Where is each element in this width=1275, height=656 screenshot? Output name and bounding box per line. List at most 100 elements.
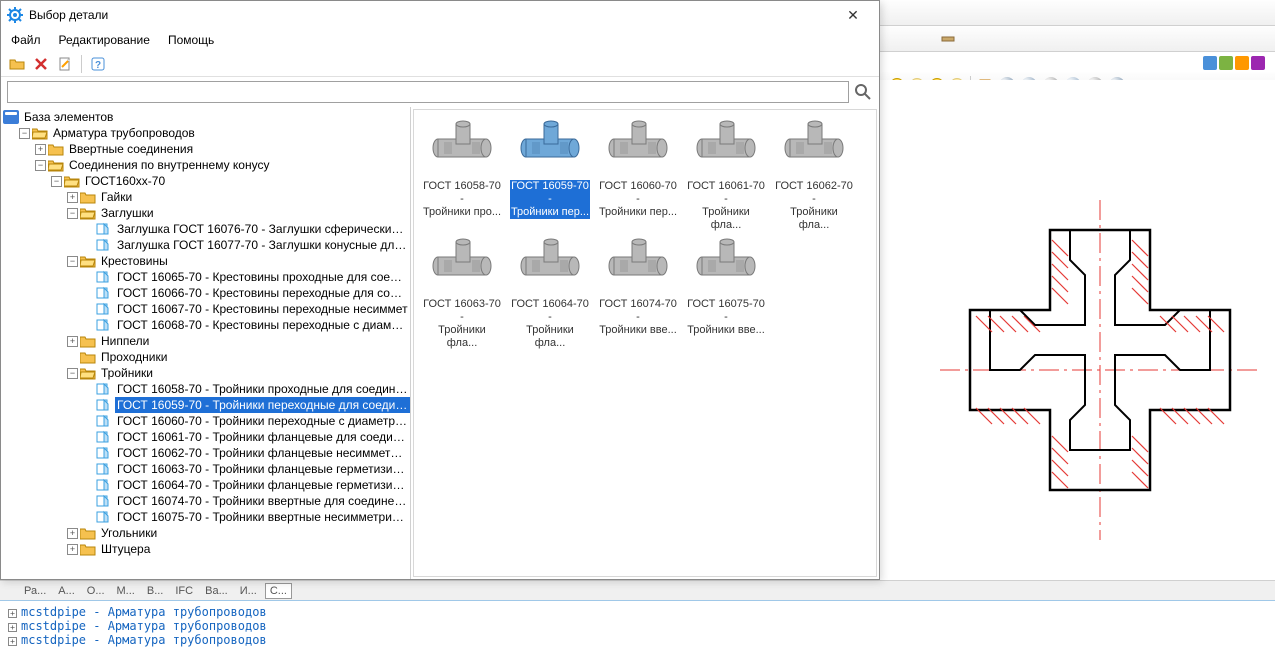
- tree-item[interactable]: − ГОСТ160xx-70: [3, 173, 410, 189]
- expand-icon[interactable]: +: [35, 144, 46, 155]
- palette-icon[interactable]: [1219, 56, 1233, 70]
- thumbnail-item[interactable]: ГОСТ 16063-70 -Тройники фла...: [422, 236, 502, 350]
- drawing-canvas[interactable]: [880, 80, 1275, 586]
- bottom-tab[interactable]: С...: [265, 583, 292, 599]
- collapse-icon[interactable]: −: [67, 256, 78, 267]
- note-icon[interactable]: [57, 56, 73, 72]
- tree-leaf[interactable]: ГОСТ 16068-70 - Крестовины переходные с …: [3, 317, 410, 333]
- thumbnail-item[interactable]: ГОСТ 16060-70 -Тройники пер...: [598, 118, 678, 232]
- palette-icon[interactable]: [1235, 56, 1249, 70]
- expand-icon[interactable]: +: [8, 637, 17, 646]
- expand-icon[interactable]: +: [67, 192, 78, 203]
- folder-icon: [48, 142, 64, 156]
- part-icon: [96, 222, 112, 236]
- search-input[interactable]: [7, 81, 849, 103]
- bottom-tab[interactable]: В...: [143, 584, 168, 598]
- tree-label: Проходники: [99, 349, 169, 365]
- tree-leaf[interactable]: ГОСТ 16064-70 - Тройники фланцевые герме…: [3, 477, 410, 493]
- tree-leaf[interactable]: ГОСТ 16065-70 - Крестовины проходные для…: [3, 269, 410, 285]
- console-line: mcstdpipe - Арматура трубопроводов: [21, 605, 267, 619]
- tree-leaf[interactable]: ГОСТ 16075-70 - Тройники ввертные несимм…: [3, 509, 410, 525]
- help-icon[interactable]: ?: [90, 56, 106, 72]
- bottom-tab[interactable]: А...: [54, 584, 79, 598]
- expand-icon[interactable]: +: [8, 623, 17, 632]
- bottom-tab[interactable]: О...: [83, 584, 109, 598]
- tree-pane[interactable]: База элементов −Арматура трубопроводов +…: [1, 107, 411, 579]
- bottom-tab[interactable]: Ра...: [20, 584, 50, 598]
- thumbnail-item[interactable]: ГОСТ 16074-70 -Тройники вве...: [598, 236, 678, 350]
- menu-file[interactable]: Файл: [11, 33, 41, 47]
- tree-leaf[interactable]: ГОСТ 16063-70 - Тройники фланцевые герме…: [3, 461, 410, 477]
- folder-open-icon: [80, 206, 96, 220]
- collapse-icon[interactable]: −: [67, 368, 78, 379]
- tree-leaf[interactable]: ГОСТ 16062-70 - Тройники фланцевые несим…: [3, 445, 410, 461]
- tree-leaf[interactable]: Заглушка ГОСТ 16077-70 - Заглушки конусн…: [3, 237, 410, 253]
- tree-leaf[interactable]: Заглушка ГОСТ 16076-70 - Заглушки сферич…: [3, 221, 410, 237]
- titlebar[interactable]: Выбор детали ✕: [1, 1, 879, 29]
- bottom-tab[interactable]: И...: [236, 584, 261, 598]
- delete-icon[interactable]: [33, 56, 49, 72]
- tree-item[interactable]: +Гайки: [3, 189, 410, 205]
- tree-leaf[interactable]: ГОСТ 16061-70 - Тройники фланцевые для с…: [3, 429, 410, 445]
- tree-item[interactable]: Проходники: [3, 349, 410, 365]
- tree-root[interactable]: База элементов: [3, 109, 410, 125]
- part-icon: [96, 478, 112, 492]
- bottom-tab[interactable]: М...: [113, 584, 139, 598]
- tree-leaf-selected[interactable]: ГОСТ 16059-70 - Тройники переходные для …: [3, 397, 410, 413]
- palette-icon[interactable]: [1251, 56, 1265, 70]
- thumbnail-item[interactable]: ГОСТ 16064-70 -Тройники фла...: [510, 236, 590, 350]
- bottom-tab[interactable]: Ва...: [201, 584, 232, 598]
- part-icon: [96, 430, 112, 444]
- tree-item[interactable]: −Заглушки: [3, 205, 410, 221]
- thumb-caption-2: Тройники про...: [422, 206, 502, 219]
- tree-item[interactable]: +Ввертные соединения: [3, 141, 410, 157]
- thumbnail-item[interactable]: ГОСТ 16058-70 -Тройники про...: [422, 118, 502, 232]
- collapse-icon[interactable]: −: [35, 160, 46, 171]
- menu-edit[interactable]: Редактирование: [59, 33, 150, 47]
- tee-fitting-icon: [602, 118, 674, 178]
- search-icon[interactable]: [853, 82, 873, 102]
- thumbnail-item[interactable]: ГОСТ 16059-70 -Тройники пер...: [510, 118, 590, 232]
- palette-icon[interactable]: [1203, 56, 1217, 70]
- tree-label: ГОСТ 16058-70 - Тройники проходные для с…: [115, 381, 410, 397]
- tree-leaf[interactable]: ГОСТ 16067-70 - Крестовины переходные не…: [3, 301, 410, 317]
- close-button[interactable]: ✕: [833, 7, 873, 24]
- collapse-icon[interactable]: −: [51, 176, 62, 187]
- command-console[interactable]: +mcstdpipe - Арматура трубопроводов +mcs…: [0, 600, 1275, 656]
- tree-item[interactable]: +Угольники: [3, 525, 410, 541]
- folder-icon: [80, 190, 96, 204]
- thumbnail-item[interactable]: ГОСТ 16075-70 -Тройники вве...: [686, 236, 766, 350]
- tee-fitting-icon: [426, 236, 498, 296]
- part-icon: [96, 270, 112, 284]
- tree-leaf[interactable]: ГОСТ 16074-70 - Тройники ввертные для со…: [3, 493, 410, 509]
- collapse-icon[interactable]: −: [67, 208, 78, 219]
- tee-fitting-icon: [514, 236, 586, 296]
- expand-icon[interactable]: +: [67, 528, 78, 539]
- tree-item[interactable]: −Соединения по внутреннему конусу: [3, 157, 410, 173]
- tool-icon[interactable]: [940, 31, 956, 47]
- bottom-tab[interactable]: IFC: [171, 584, 197, 598]
- collapse-icon[interactable]: −: [19, 128, 30, 139]
- part-icon: [96, 238, 112, 252]
- thumbnail-item[interactable]: ГОСТ 16061-70 -Тройники фла...: [686, 118, 766, 232]
- thumbnail-pane[interactable]: ГОСТ 16058-70 -Тройники про... ГОСТ 1605…: [413, 109, 877, 577]
- thumbnail-item[interactable]: ГОСТ 16062-70 -Тройники фла...: [774, 118, 854, 232]
- expand-icon[interactable]: +: [67, 544, 78, 555]
- menu-help[interactable]: Помощь: [168, 33, 214, 47]
- expand-icon[interactable]: +: [67, 336, 78, 347]
- expand-icon[interactable]: +: [8, 609, 17, 618]
- tree-item[interactable]: −Арматура трубопроводов: [3, 125, 410, 141]
- bg-right-icons: [1203, 56, 1265, 70]
- tree-item[interactable]: −Тройники: [3, 365, 410, 381]
- tree-leaf[interactable]: ГОСТ 16058-70 - Тройники проходные для с…: [3, 381, 410, 397]
- tree-leaf[interactable]: ГОСТ 16060-70 - Тройники переходные с ди…: [3, 413, 410, 429]
- thumb-caption-2: Тройники вве...: [598, 324, 678, 337]
- open-folder-icon[interactable]: [9, 56, 25, 72]
- tree-item[interactable]: −Крестовины: [3, 253, 410, 269]
- tree-label: ГОСТ160xx-70: [83, 173, 167, 189]
- tree-label: Ниппели: [99, 333, 151, 349]
- tree-leaf[interactable]: ГОСТ 16066-70 - Крестовины переходные дл…: [3, 285, 410, 301]
- tree-label: ГОСТ 16075-70 - Тройники ввертные несимм…: [115, 509, 410, 525]
- tree-item[interactable]: + Ниппели: [3, 333, 410, 349]
- tree-item[interactable]: +Штуцера: [3, 541, 410, 557]
